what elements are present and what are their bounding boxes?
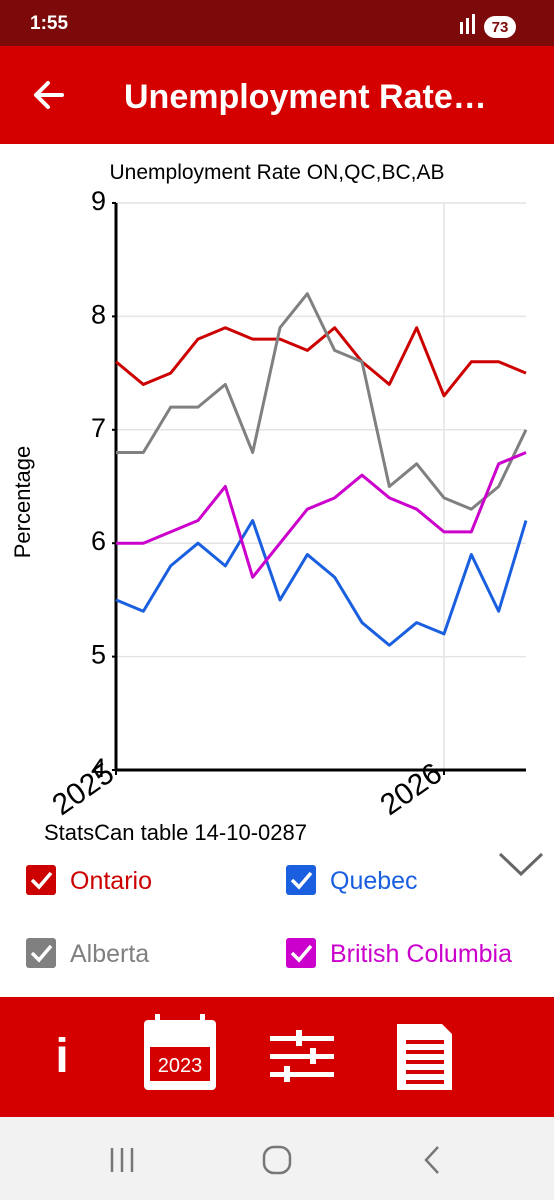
signal-bar (472, 14, 475, 34)
series-line (115, 519, 528, 647)
settings-button[interactable] (270, 1030, 334, 1082)
info-button[interactable]: i (55, 1030, 68, 1083)
report-button[interactable] (397, 1024, 452, 1090)
app-title: Unemployment Rate… (124, 78, 487, 116)
legend-label: Quebec (330, 867, 418, 895)
slider-knob (284, 1066, 290, 1082)
slider-line (270, 1054, 334, 1059)
legend-item[interactable]: Ontario (26, 865, 152, 895)
signal-bar (466, 18, 469, 34)
home-button[interactable] (262, 1145, 292, 1175)
slider-knob (296, 1030, 302, 1046)
y-tick-label: 9 (91, 186, 106, 216)
back-nav-button[interactable] (424, 1146, 439, 1174)
back-button[interactable] (34, 81, 64, 109)
legend-item[interactable]: British Columbia (286, 938, 512, 968)
series-line (116, 451, 527, 579)
y-axis-label: Percentage (10, 446, 35, 559)
legend-label: British Columbia (330, 940, 512, 968)
series-line (115, 326, 527, 398)
series-line (116, 292, 528, 511)
status-time: 1:55 (30, 13, 68, 34)
y-tick-label: 4 (91, 753, 106, 783)
battery (484, 16, 516, 38)
nav-bar (0, 1117, 554, 1200)
y-tick-label: 7 (91, 413, 106, 443)
expand-chevron[interactable] (498, 852, 544, 877)
document-lines (406, 1040, 444, 1084)
slider-knob (310, 1048, 316, 1064)
legend-label: Alberta (70, 940, 149, 968)
status-bar (0, 0, 554, 46)
signal-bar (460, 22, 463, 34)
chart-caption: StatsCan table 14-10-0287 (44, 820, 307, 845)
y-tick-label: 8 (91, 299, 106, 329)
legend-checkbox (286, 865, 316, 895)
legend-check (290, 944, 313, 963)
chart-title: Unemployment Rate ON,QC,BC,AB (110, 161, 445, 184)
legend-check (30, 871, 53, 890)
app-bar (0, 46, 554, 144)
calendar-band (150, 1047, 210, 1081)
legend-checkbox (26, 865, 56, 895)
calendar-ring (200, 1014, 205, 1026)
y-tick-label: 6 (91, 526, 106, 556)
chart: Unemployment Rate ON,QC,BC,AB Percentage 4… (10, 161, 528, 968)
recents-button[interactable] (110, 1148, 134, 1172)
x-tick-label: 2026 (374, 757, 448, 822)
nav-buttons (110, 1145, 439, 1175)
legend-item[interactable]: Alberta (26, 938, 149, 968)
slider-line (270, 1072, 334, 1077)
battery-level: 73 (492, 19, 509, 36)
legend-check (290, 871, 313, 890)
legend-checkbox (26, 938, 56, 968)
legend-label: Ontario (70, 867, 152, 895)
calendar-ring (155, 1014, 160, 1026)
legend-item[interactable]: Quebec (286, 865, 418, 895)
calendar-year: 2023 (158, 1055, 203, 1077)
legend-check (30, 944, 53, 963)
legend-checkbox (286, 938, 316, 968)
calendar-button[interactable] (144, 1014, 216, 1090)
status-icons (460, 14, 516, 38)
y-tick-label: 5 (91, 640, 106, 670)
x-tick-label: 2025 (46, 757, 120, 822)
